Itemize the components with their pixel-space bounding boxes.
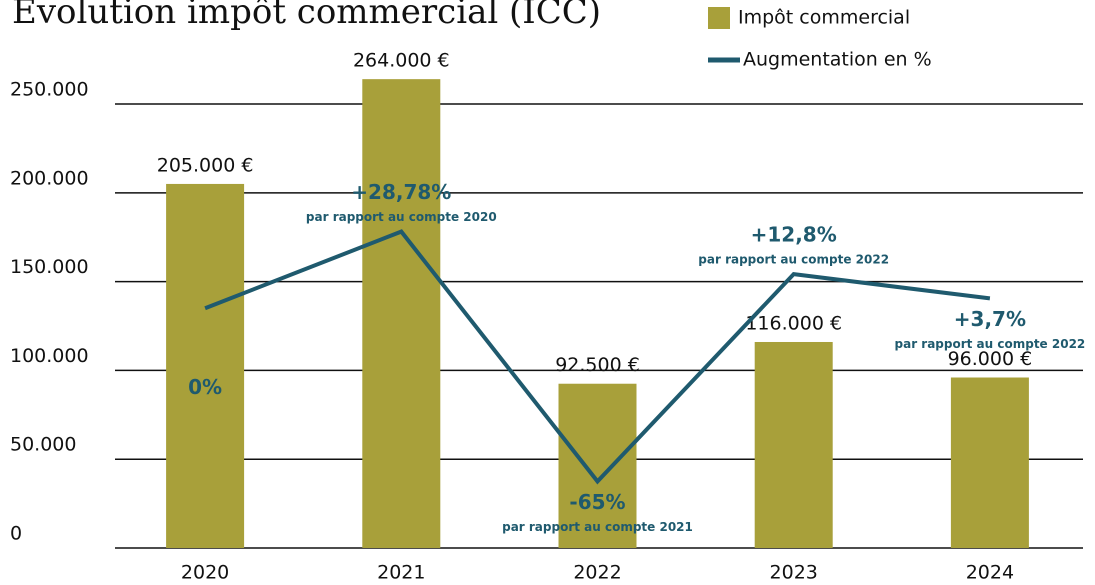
percent-note: par rapport au compte 2020: [306, 210, 497, 224]
percent-label: +12,8%: [751, 223, 837, 247]
percent-note: par rapport au compte 2022: [698, 253, 889, 267]
percent-note: par rapport au compte 2021: [502, 520, 693, 534]
legend-swatch: [708, 7, 730, 29]
chart-title: Évolution impôt commercial (ICC): [12, 0, 601, 32]
bar-value-label: 264.000 €: [353, 50, 450, 72]
bar-value-label: 205.000 €: [157, 154, 254, 176]
y-tick-label: 50.000: [10, 434, 76, 456]
percent-label: 0%: [188, 375, 222, 399]
x-tick-label: 2023: [770, 562, 818, 584]
bar: [362, 79, 441, 549]
bar: [166, 183, 245, 548]
x-tick-label: 2020: [181, 562, 229, 584]
percent-label: +3,7%: [954, 307, 1026, 331]
x-tick-label: 2024: [966, 562, 1014, 584]
bar-value-label: 96.000 €: [948, 348, 1033, 370]
legend-label: Augmentation en %: [743, 49, 932, 71]
y-tick-label: 0: [10, 523, 22, 545]
percent-label: +28,78%: [351, 180, 451, 204]
x-tick-label: 2022: [573, 562, 621, 584]
legend-label: Impôt commercial: [738, 7, 910, 29]
y-tick-label: 250.000: [10, 79, 89, 101]
bar-value-label: 92.500 €: [555, 354, 640, 376]
bar: [754, 341, 833, 548]
bar: [558, 383, 637, 548]
y-tick-label: 200.000: [10, 167, 89, 189]
bar: [950, 377, 1029, 548]
y-tick-label: 150.000: [10, 256, 89, 278]
y-tick-label: 100.000: [10, 345, 89, 367]
bar-value-label: 116.000 €: [745, 312, 842, 334]
percent-note: par rapport au compte 2022: [895, 337, 1086, 351]
x-tick-label: 2021: [377, 562, 425, 584]
percent-label: -65%: [569, 490, 625, 514]
line: [204, 229, 991, 485]
